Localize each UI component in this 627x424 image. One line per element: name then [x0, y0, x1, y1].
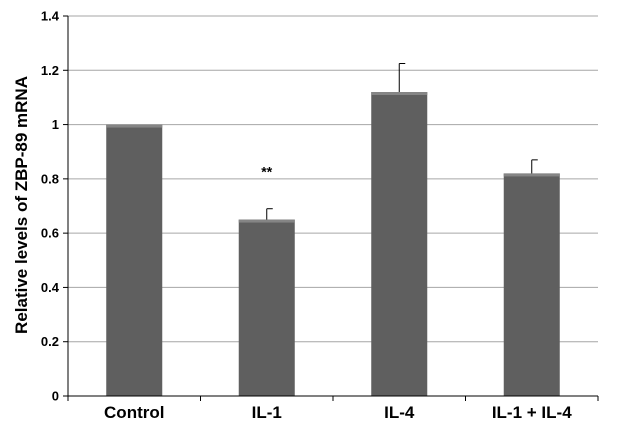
y-tick-label: 0.2 — [41, 334, 59, 349]
x-tick-label: IL-1 — [252, 403, 282, 422]
x-tick-label: Control — [104, 403, 164, 422]
y-axis-title: Relative levels of ZBP-89 mRNA — [12, 76, 31, 334]
axes — [63, 15, 599, 401]
y-tick-label: 1.2 — [41, 63, 59, 78]
y-tick-label: 0.6 — [41, 226, 59, 241]
y-tick-label: 0.8 — [41, 171, 59, 186]
bar — [238, 219, 295, 396]
error-bars — [266, 63, 538, 220]
bar-top-highlight — [371, 92, 428, 95]
bar — [503, 173, 560, 396]
labels: 0 0.2 0.4 0.6 0.8 1 1.2 1.4 Control ** IL-1 IL-4 IL-… — [41, 9, 572, 423]
bar — [106, 124, 163, 397]
y-tick-label: 0 — [52, 389, 59, 404]
significance-annotation: ** — [261, 164, 272, 180]
bar — [371, 92, 428, 396]
bar-top-highlight — [503, 173, 560, 177]
bars — [106, 92, 560, 397]
x-tick-label: IL-1 + IL-4 — [492, 403, 572, 422]
y-tick-label: 1.4 — [41, 9, 60, 24]
x-tick-label: IL-4 — [384, 403, 415, 422]
bar-top-highlight — [106, 124, 163, 128]
bar-top-highlight — [238, 219, 295, 223]
y-tick-label: 1 — [52, 117, 59, 132]
y-tick-label: 0.4 — [41, 280, 60, 295]
